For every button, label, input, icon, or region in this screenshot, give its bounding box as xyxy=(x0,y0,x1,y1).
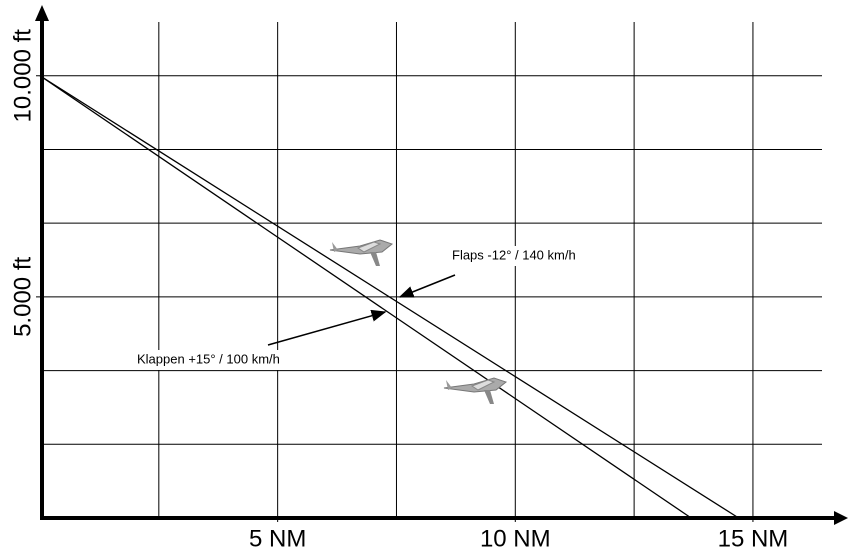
airplane-icon xyxy=(329,239,394,266)
label-bg xyxy=(450,246,620,266)
x-tick-label: 5 NM xyxy=(249,525,306,552)
x-tick-label: 10 NM xyxy=(480,525,551,552)
glide-line xyxy=(39,75,740,519)
x-axis-arrow xyxy=(834,511,848,525)
y-tick-label: 10.000 ft xyxy=(9,29,36,123)
series-label: Flaps -12° / 140 km/h xyxy=(452,247,576,262)
label-bg xyxy=(135,350,335,370)
x-tick-label: 15 NM xyxy=(718,525,789,552)
annotation-arrow xyxy=(398,274,456,298)
airplane-icon xyxy=(443,377,508,404)
y-tick-label: 5.000 ft xyxy=(9,257,36,337)
y-axis-arrow xyxy=(35,5,49,21)
annotation-arrow xyxy=(267,309,387,346)
series-label: Klappen +15° / 100 km/h xyxy=(137,351,280,366)
glide-line xyxy=(39,75,692,519)
